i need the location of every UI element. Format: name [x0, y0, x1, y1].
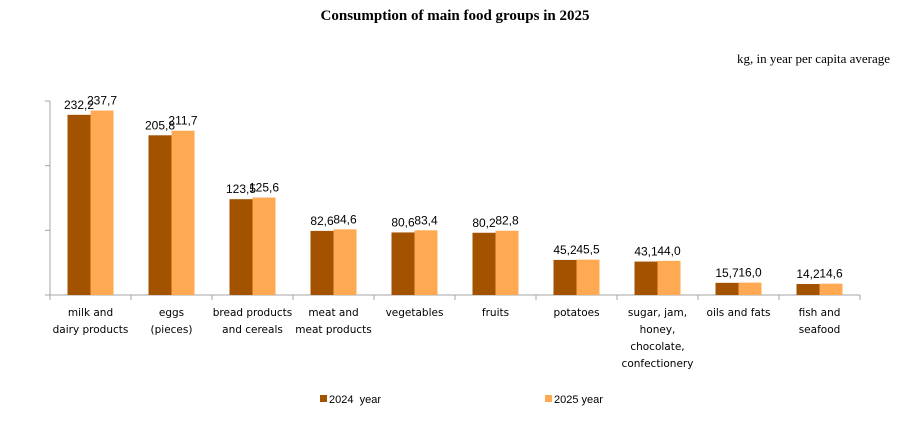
data-label: 125,6 [249, 181, 279, 195]
bar-2025-1 [171, 130, 195, 295]
category-label-line: seafood [799, 324, 841, 336]
chart-title: Consumption of main food groups in 2025 [320, 8, 590, 24]
category-label: potatoes [553, 307, 599, 319]
data-label: 16,0 [738, 266, 762, 280]
legend-swatch [545, 395, 552, 402]
bar-2024-5 [472, 232, 496, 295]
data-label: 84,6 [333, 212, 357, 226]
category-label-line: honey, [640, 324, 676, 336]
bar-2025-4 [414, 230, 438, 295]
data-label: 45,2 [553, 243, 577, 257]
category-label: meat and meat products [295, 307, 371, 336]
bar-2025-8 [738, 282, 762, 295]
category-label-line: dairy products [53, 324, 129, 336]
category-label-line: milk and [68, 307, 113, 319]
bar-2024-4 [391, 232, 415, 295]
category-label: eggs (pieces) [151, 307, 193, 336]
bar-2025-3 [333, 229, 357, 295]
legend-label: 2024 year [329, 394, 381, 406]
data-label: 14,2 [796, 267, 820, 281]
category-label-line: potatoes [553, 307, 599, 319]
data-label: 123,5 [226, 182, 256, 196]
category-label-line: fruits [482, 307, 509, 319]
data-label: 205,8 [145, 118, 175, 132]
data-label: 80,6 [391, 215, 415, 229]
category-label: milk and dairy products [53, 307, 129, 336]
bar-2024-3 [310, 230, 334, 295]
bar-2025-9 [819, 283, 843, 295]
bar-2024-9 [796, 283, 820, 295]
data-label: 82,8 [495, 214, 519, 228]
bar-2025-5 [495, 230, 519, 295]
legend-label: 2025 year [554, 394, 603, 406]
category-label: fish and seafood [799, 307, 841, 336]
data-label: 211,7 [168, 114, 197, 128]
category-label-line: sugar, jam, [628, 307, 687, 319]
category-label: sugar, jam, honey, chocolate, confectionery [622, 307, 694, 370]
category-label-line: confectionery [622, 358, 694, 370]
data-label: 80,2 [472, 216, 496, 230]
legend: 2024 year 2025 year [320, 394, 603, 406]
category-label-line: bread products [213, 307, 293, 319]
data-label: 15,7 [715, 266, 739, 280]
data-label: 237,7 [87, 94, 117, 108]
data-label: 232,2 [64, 98, 94, 112]
bar-2024-7 [634, 261, 658, 295]
bar-2025-0 [90, 110, 114, 295]
category-label-line: (pieces) [151, 324, 193, 336]
data-label: 43,1 [634, 245, 658, 259]
category-label-line: chocolate, [630, 341, 684, 353]
category-label-line: and cereals [222, 324, 283, 336]
category-label-line: oils and fats [707, 307, 771, 319]
bar-2024-1 [148, 135, 172, 295]
data-label: 14,6 [819, 267, 843, 281]
category-label-line: fish and [799, 307, 841, 319]
legend-swatch [320, 395, 327, 402]
category-label: bread products and cereals [213, 307, 293, 336]
legend-item-2024: 2024 year [320, 394, 381, 406]
bar-2024-6 [553, 259, 577, 295]
bars [67, 110, 843, 295]
bar-2025-6 [576, 259, 600, 295]
bar-2024-8 [715, 282, 739, 295]
category-label: vegetables [386, 307, 444, 319]
data-label: 82,6 [310, 214, 334, 228]
bar-2025-7 [657, 260, 681, 295]
legend-item-2025: 2025 year [545, 394, 603, 406]
category-label: fruits [482, 307, 509, 319]
category-label: oils and fats [707, 307, 771, 319]
category-labels: milk and dairy products eggs (pieces) bread … [53, 307, 841, 370]
bar-2024-0 [67, 114, 91, 295]
data-label: 44,0 [657, 244, 681, 258]
category-label-line: meat and [308, 307, 358, 319]
data-label: 83,4 [414, 213, 438, 227]
category-label-line: meat products [295, 324, 371, 336]
chart-subtitle: kg, in year per capita average [736, 51, 890, 66]
bar-2025-2 [252, 197, 276, 295]
data-label: 45,5 [576, 243, 600, 257]
bar-2024-2 [229, 199, 253, 295]
category-label-line: eggs [159, 307, 184, 319]
category-label-line: vegetables [386, 307, 444, 319]
